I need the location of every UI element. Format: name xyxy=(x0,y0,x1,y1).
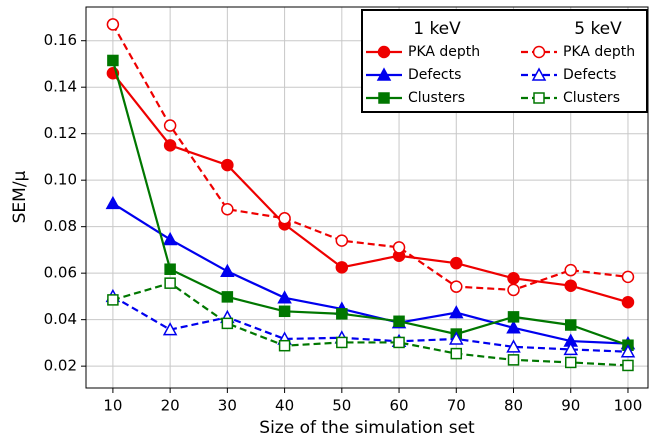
marker xyxy=(506,320,521,334)
legend-label: PKA depth xyxy=(408,44,480,60)
series-line xyxy=(111,23,629,292)
marker xyxy=(563,341,579,356)
marker xyxy=(335,261,349,274)
y-tick-label: 0.12 xyxy=(44,124,77,142)
legend-title: 5 keV xyxy=(574,19,622,39)
marker xyxy=(449,331,464,345)
marker xyxy=(622,359,634,372)
legend-box xyxy=(361,9,648,113)
x-tick-label: 30 xyxy=(218,397,237,415)
marker xyxy=(221,158,234,172)
y-tick-label: 0.02 xyxy=(44,357,77,375)
legend-label: Clusters xyxy=(408,90,465,106)
marker xyxy=(163,139,177,152)
x-tick-label: 70 xyxy=(447,397,466,415)
y-axis-label: SEM/μ xyxy=(10,170,30,223)
x-tick-label: 20 xyxy=(161,397,180,415)
legend-label: PKA depth xyxy=(563,44,635,60)
legend-marker xyxy=(378,92,390,104)
marker xyxy=(163,119,177,132)
marker xyxy=(507,272,520,285)
legend-marker xyxy=(533,92,545,104)
series-line xyxy=(112,72,629,304)
marker xyxy=(564,319,577,331)
marker xyxy=(450,280,463,293)
marker xyxy=(221,202,234,216)
marker xyxy=(107,54,119,67)
y-tick-label: 0.04 xyxy=(44,310,77,328)
marker xyxy=(393,336,405,349)
marker xyxy=(564,263,577,277)
y-tick-label: 0.06 xyxy=(44,264,77,282)
series-line xyxy=(112,295,629,353)
marker xyxy=(278,339,291,352)
series-line xyxy=(112,202,629,345)
marker xyxy=(164,263,176,275)
legend-marker xyxy=(531,67,547,81)
marker xyxy=(620,344,636,358)
marker xyxy=(107,294,119,306)
marker xyxy=(621,270,635,284)
legend-title: 1 keV xyxy=(413,19,461,39)
marker xyxy=(450,256,463,270)
plot-frame xyxy=(85,6,649,389)
marker xyxy=(278,212,291,225)
x-tick-label: 40 xyxy=(275,397,294,415)
legend-label: Defects xyxy=(408,67,461,83)
x-tick-label: 50 xyxy=(332,397,351,415)
x-tick-label: 10 xyxy=(103,397,122,415)
legend-marker xyxy=(532,45,546,59)
x-tick-label: 90 xyxy=(561,397,580,415)
x-axis-label: Size of the simulation set xyxy=(259,418,475,438)
marker xyxy=(164,277,176,289)
marker xyxy=(621,295,635,309)
x-tick-label: 80 xyxy=(504,397,523,415)
y-tick-label: 0.10 xyxy=(44,171,77,189)
marker xyxy=(507,354,520,366)
marker xyxy=(105,195,121,210)
marker xyxy=(106,18,120,31)
legend: 1 keV 5 keV PKA depth Defects Clusters PKA de… xyxy=(361,9,648,113)
marker xyxy=(564,356,577,369)
marker xyxy=(221,317,234,330)
marker xyxy=(449,305,464,319)
series-line xyxy=(112,281,629,367)
marker xyxy=(162,322,178,336)
legend-label: Clusters xyxy=(563,90,620,106)
marker xyxy=(507,283,520,297)
y-tick-label: 0.16 xyxy=(44,31,77,49)
legend-marker xyxy=(376,67,392,81)
y-tick-label: 0.14 xyxy=(44,78,77,96)
marker xyxy=(506,339,521,353)
marker xyxy=(564,279,577,292)
marker xyxy=(221,291,234,303)
marker xyxy=(278,305,291,318)
marker xyxy=(336,336,348,349)
y-tick-label: 0.08 xyxy=(44,217,77,235)
x-tick-label: 60 xyxy=(390,397,409,415)
marker xyxy=(392,241,406,254)
marker xyxy=(162,231,178,246)
legend-marker xyxy=(377,45,391,59)
marker xyxy=(450,347,463,360)
marker xyxy=(220,263,235,278)
marker xyxy=(336,308,348,320)
marker xyxy=(277,290,292,304)
legend-label: Defects xyxy=(563,67,616,83)
marker xyxy=(335,234,349,247)
marker xyxy=(507,311,520,323)
x-tick-label: 100 xyxy=(614,397,643,415)
marker xyxy=(393,315,405,328)
series-line xyxy=(111,60,629,347)
